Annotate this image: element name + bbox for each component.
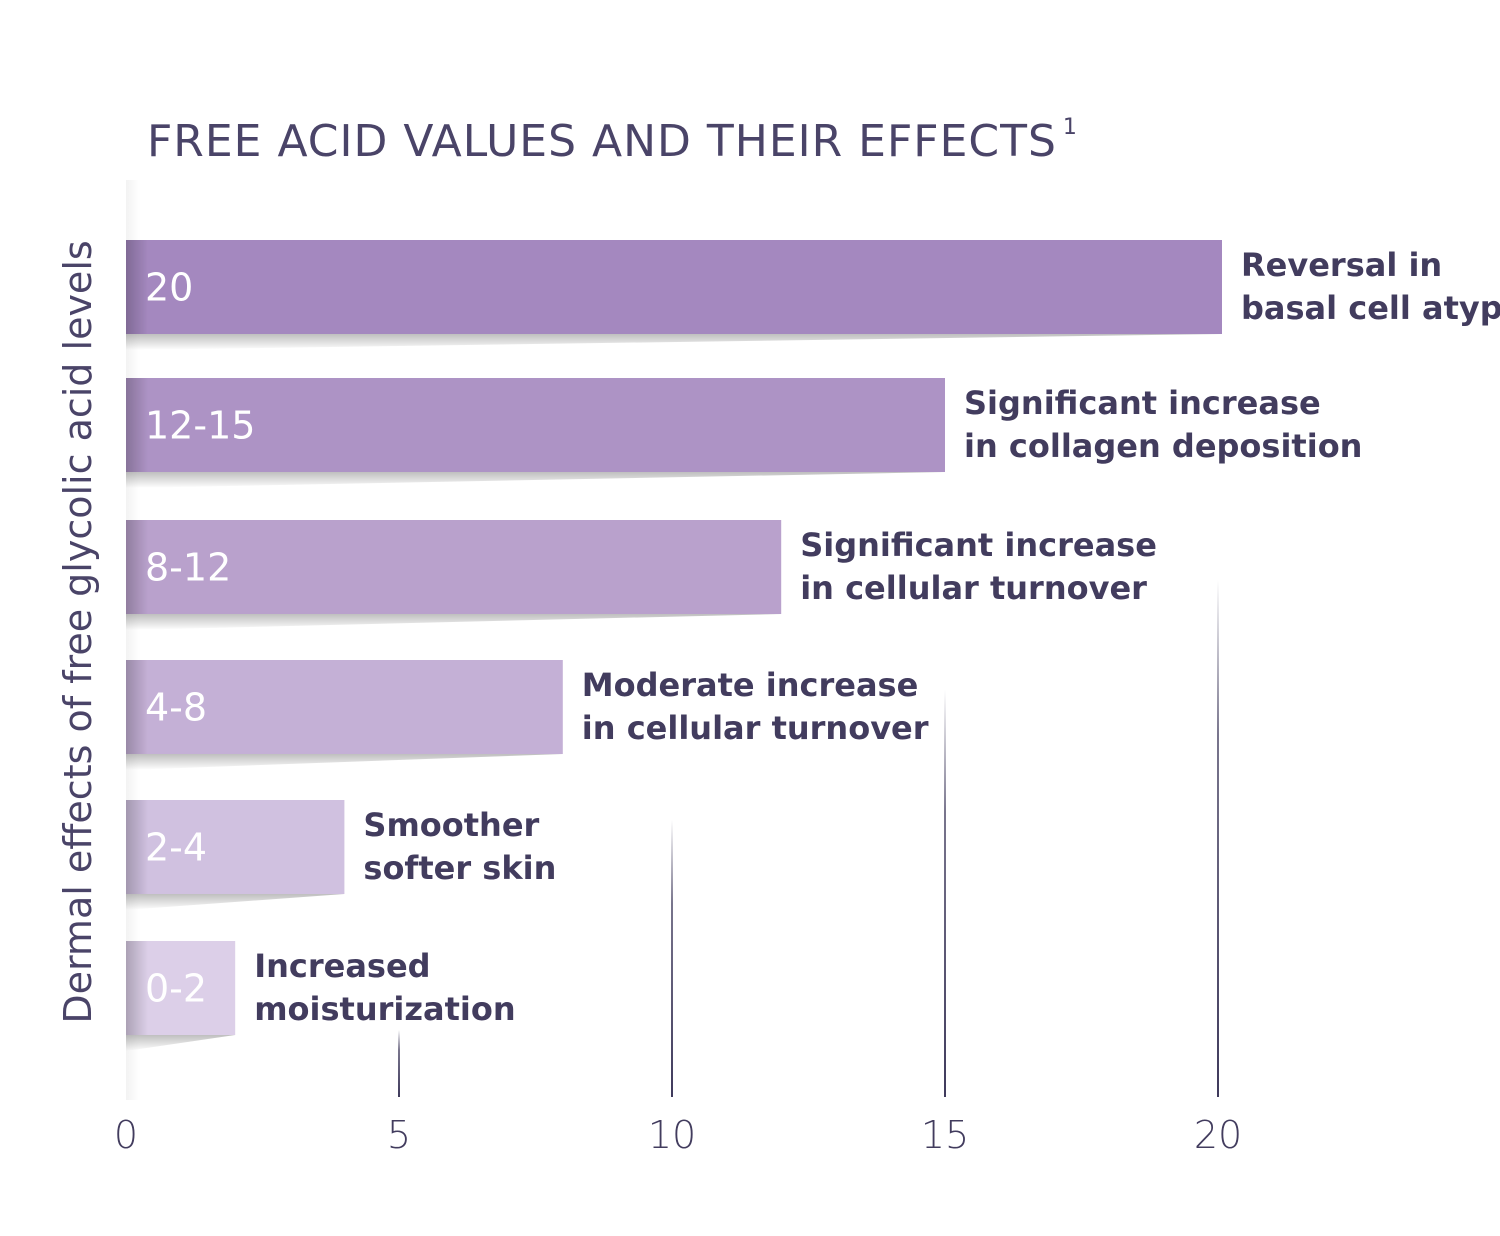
- bar-shadow: [126, 754, 563, 770]
- effect-label-line: in cellular turnover: [582, 709, 929, 747]
- grid-line: [671, 820, 673, 1097]
- bar-shadow: [126, 894, 345, 910]
- effect-label-line: Significant increase: [964, 384, 1321, 422]
- bar-edge-shade: [126, 660, 148, 754]
- effect-label-line: Reversal in: [1241, 246, 1442, 284]
- effect-label: Significant increase in cellular turnover: [800, 526, 1157, 607]
- chart-title: FREE ACID VALUES AND THEIR EFFECTS 1: [147, 115, 1078, 167]
- grid-line: [1217, 580, 1219, 1097]
- effect-label-line: Increased: [254, 947, 430, 985]
- title-footnote-marker: 1: [1062, 115, 1078, 141]
- bar-label: 4-8: [145, 686, 207, 730]
- effect-label: Increased moisturization: [254, 947, 515, 1028]
- bar-shadow: [126, 334, 1222, 350]
- bar-label: 2-4: [145, 826, 207, 870]
- effect-label-line: Moderate increase: [582, 666, 919, 704]
- effect-label: Smoother softer skin: [363, 806, 556, 887]
- effect-label-line: Smoother: [363, 806, 539, 844]
- bar-edge-shade: [126, 378, 148, 472]
- grid-line: [398, 1030, 400, 1097]
- effect-label: Moderate increase in cellular turnover: [582, 666, 929, 747]
- x-tick-label: 5: [387, 1113, 411, 1157]
- grid-line: [944, 690, 946, 1097]
- bar-edge-shade: [126, 520, 148, 614]
- x-tick-label: 15: [921, 1113, 969, 1157]
- effect-label-line: in cellular turnover: [800, 569, 1147, 607]
- bar-label: 0-2: [145, 967, 207, 1011]
- bar-shadow: [126, 614, 782, 630]
- bar-label: 12-15: [145, 404, 255, 448]
- bar-label: 8-12: [145, 546, 231, 590]
- bar: [126, 520, 782, 614]
- effect-label: Reversal in basal cell atypia: [1241, 246, 1500, 327]
- effect-label-line: softer skin: [363, 849, 556, 887]
- bar-shadow: [126, 1035, 236, 1051]
- title-text: FREE ACID VALUES AND THEIR EFFECTS: [147, 116, 1057, 167]
- effect-label-line: Significant increase: [800, 526, 1157, 564]
- bar-label: 20: [145, 266, 193, 310]
- bar: [126, 378, 945, 472]
- bar: [126, 660, 563, 754]
- effect-label-line: basal cell atypia: [1241, 289, 1500, 327]
- bar-edge-shade: [126, 800, 148, 894]
- bar-edge-shade: [126, 941, 148, 1035]
- bar-shadow: [126, 472, 945, 488]
- effect-label: Significant increase in collagen depositi…: [964, 384, 1362, 465]
- bar: [126, 240, 1222, 334]
- x-tick-label: 0: [114, 1113, 138, 1157]
- x-tick-label: 10: [648, 1113, 696, 1157]
- bar: [126, 800, 345, 894]
- effect-label-line: in collagen deposition: [964, 427, 1362, 465]
- x-tick-label: 20: [1194, 1113, 1242, 1157]
- effect-label-line: moisturization: [254, 990, 515, 1028]
- bar-edge-shade: [126, 240, 148, 334]
